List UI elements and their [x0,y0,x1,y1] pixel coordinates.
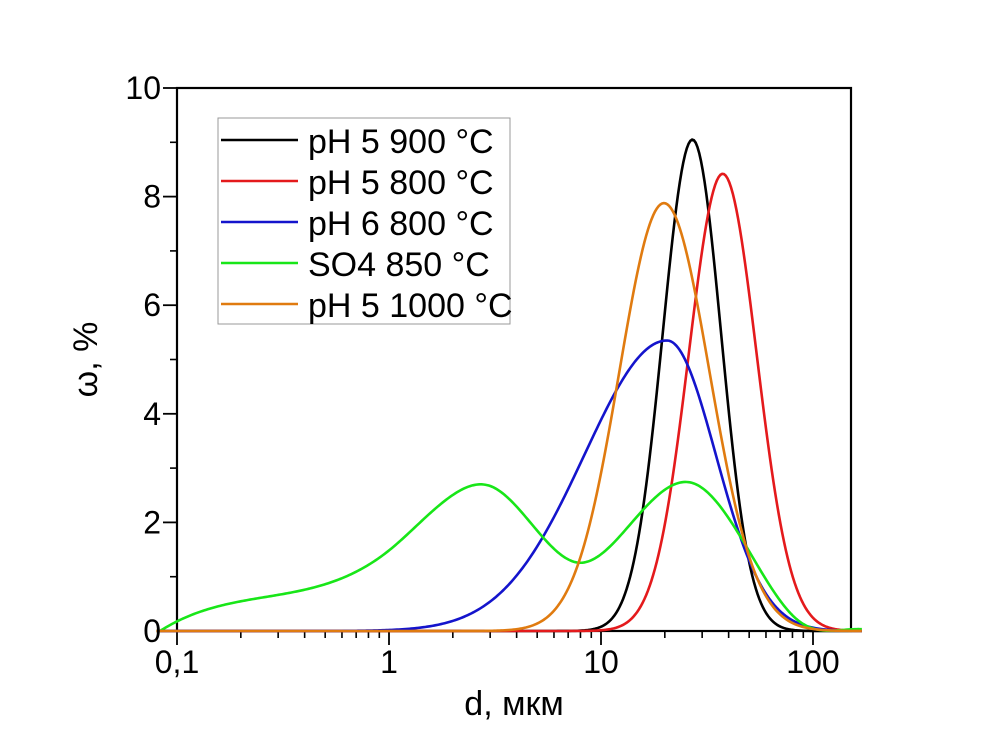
svg-text:8: 8 [143,179,161,215]
svg-text:pH 5 900 °C: pH 5 900 °C [308,123,494,161]
svg-text:ω, %: ω, % [67,322,105,398]
svg-text:1: 1 [380,644,398,680]
svg-text:4: 4 [143,396,161,432]
svg-text:6: 6 [143,287,161,323]
svg-text:pH 5 1000 °C: pH 5 1000 °C [308,287,513,325]
svg-text:SO4 850 °C: SO4 850 °C [308,246,490,284]
svg-text:2: 2 [143,504,161,540]
svg-text:pH 6 800 °C: pH 6 800 °C [308,205,494,243]
svg-text:d, мкм: d, мкм [464,685,563,723]
svg-text:pH 5 800 °C: pH 5 800 °C [308,164,494,202]
svg-text:10: 10 [125,70,161,106]
svg-text:0: 0 [143,613,161,649]
svg-text:0,1: 0,1 [155,644,199,680]
svg-text:100: 100 [786,644,839,680]
svg-text:10: 10 [583,644,619,680]
